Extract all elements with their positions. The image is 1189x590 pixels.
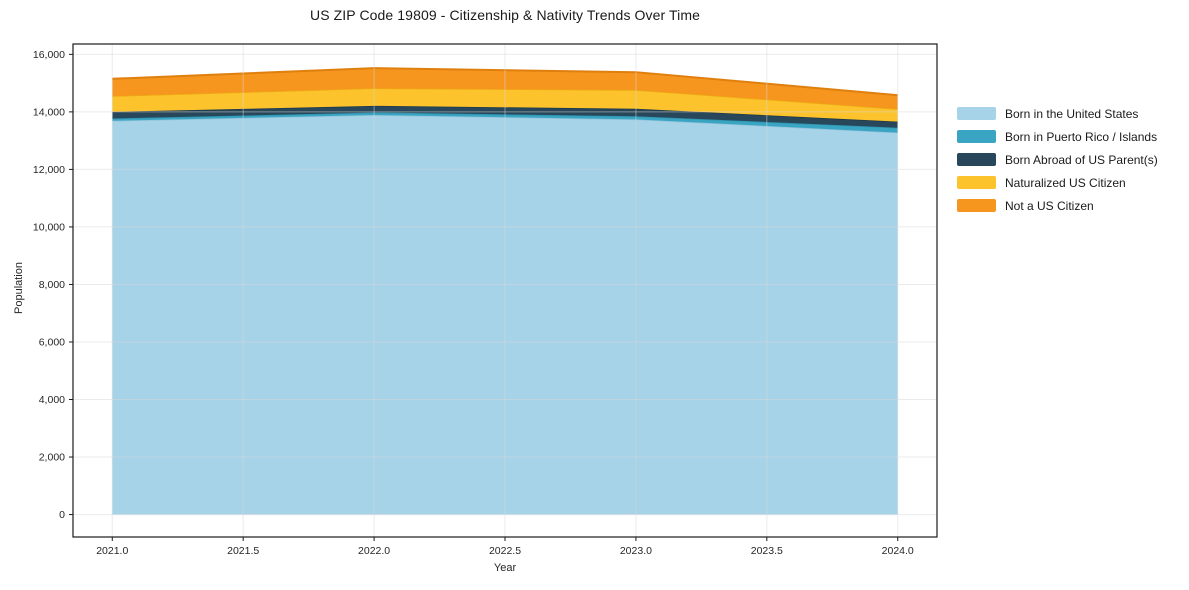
y-tick-label: 4,000	[39, 394, 65, 406]
legend-swatch-born-abroad	[957, 153, 996, 166]
legend-swatch-born-in-us	[957, 107, 996, 120]
legend-label: Born in the United States	[1005, 106, 1139, 121]
chart-title: US ZIP Code 19809 - Citizenship & Nativi…	[309, 7, 701, 23]
legend-item: Born Abroad of US Parent(s)	[957, 152, 1158, 167]
legend-label: Not a US Citizen	[1005, 198, 1094, 213]
y-tick-label: 8,000	[39, 279, 65, 291]
legend-label: Naturalized US Citizen	[1005, 175, 1126, 190]
legend-item: Born in Puerto Rico / Islands	[957, 129, 1158, 144]
legend-swatch-not-a-citizen	[957, 199, 996, 212]
area-series-2	[112, 105, 898, 128]
legend-item: Naturalized US Citizen	[957, 175, 1158, 190]
x-tick-label: 2022.0	[358, 545, 390, 557]
y-tick-label: 10,000	[33, 221, 65, 233]
legend-swatch-born-in-puerto-rico	[957, 130, 996, 143]
y-tick-label: 16,000	[33, 49, 65, 61]
y-tick-label: 6,000	[39, 336, 65, 348]
y-tick-label: 0	[59, 509, 65, 521]
x-tick-label: 2021.5	[227, 545, 259, 557]
x-tick-label: 2023.0	[620, 545, 652, 557]
y-tick-label: 2,000	[39, 452, 65, 464]
legend-label: Born in Puerto Rico / Islands	[1005, 129, 1158, 144]
y-axis-label: Population	[13, 262, 25, 314]
axis-ticks: 0 2,000 4,000 6,000 8,000 10,000 12,000 14,000 1…	[33, 49, 914, 557]
x-tick-label: 2021.0	[96, 545, 128, 557]
legend: Born in the United States Born in Puerto…	[957, 107, 1158, 222]
x-tick-label: 2024.0	[882, 545, 914, 557]
legend-item: Not a US Citizen	[957, 198, 1158, 213]
legend-swatch-naturalized	[957, 176, 996, 189]
legend-label: Born Abroad of US Parent(s)	[1005, 152, 1158, 167]
legend-item: Born in the United States	[957, 106, 1158, 121]
x-tick-label: 2022.5	[489, 545, 521, 557]
y-tick-label: 12,000	[33, 164, 65, 176]
x-tick-label: 2023.5	[751, 545, 783, 557]
x-axis-label: Year	[493, 562, 517, 574]
y-tick-label: 14,000	[33, 106, 65, 118]
gridlines	[73, 44, 937, 537]
